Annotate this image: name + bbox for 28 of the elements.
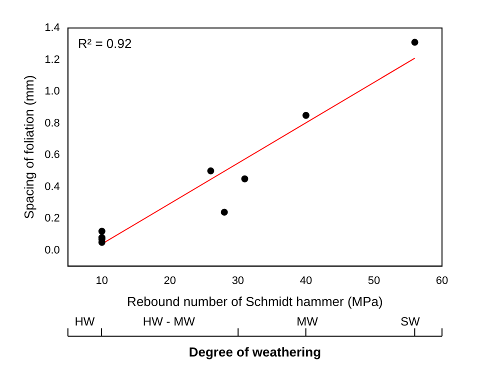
point (411, 38, 418, 46)
text: HW (74, 314, 96, 329)
text: Degree of weathering (188, 344, 322, 360)
x-tick-label: 50 (368, 274, 380, 287)
text: MW (296, 314, 319, 329)
annotation: R² = 0.92 (78, 36, 132, 52)
point (207, 167, 214, 174)
y-tick-label: 0.4 (44, 180, 60, 193)
x-tick-label: 10 (96, 274, 108, 287)
x-tick-label: 60 (436, 274, 448, 287)
y-tick-label: 0.6 (44, 149, 60, 162)
y-tick-label: 0.2 (44, 212, 60, 225)
x-tick-label: 40 (300, 274, 312, 287)
x-axis-title: Rebound number of Schmidt hammer (MPa) (127, 294, 383, 309)
text: HW - MW (142, 314, 196, 329)
point (241, 175, 248, 182)
point (220, 208, 228, 216)
point (98, 228, 106, 235)
point (302, 112, 310, 119)
text: SW (400, 314, 421, 329)
y-axis-title: Spacing of foliation (mm) (21, 75, 36, 219)
x-tick-label: 20 (164, 274, 176, 287)
y-tick-label: 0.0 (44, 244, 60, 256)
y-tick-label: 1.0 (44, 86, 60, 98)
y-tick-label: 0.8 (44, 117, 60, 130)
y-tick-label: 1.4 (44, 22, 60, 34)
y-tick-label: 1.2 (44, 54, 60, 66)
x-tick-label: 30 (232, 274, 244, 287)
